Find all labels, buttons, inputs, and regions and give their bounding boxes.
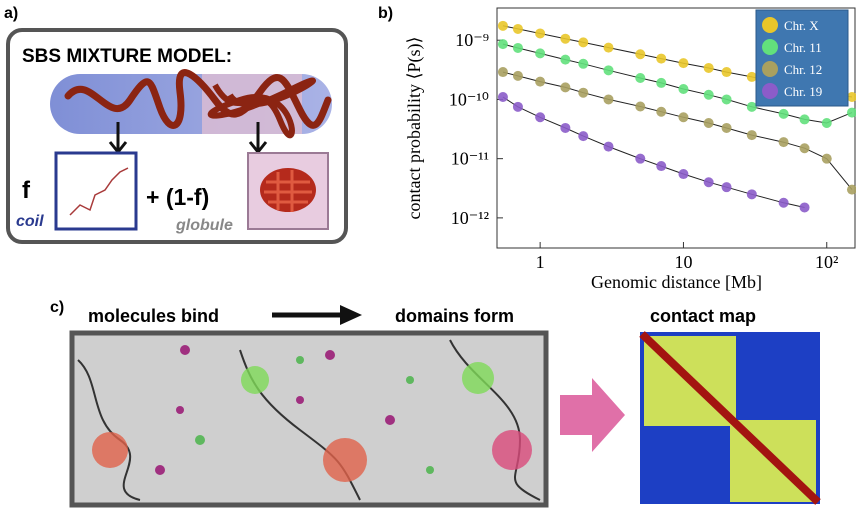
data-point xyxy=(747,102,757,112)
data-point xyxy=(560,82,570,92)
data-point xyxy=(635,101,645,111)
data-point xyxy=(635,73,645,83)
data-point xyxy=(498,21,508,31)
data-point xyxy=(604,65,614,75)
data-point xyxy=(535,28,545,38)
data-point xyxy=(704,90,714,100)
data-point xyxy=(535,77,545,87)
step-label: molecules bind xyxy=(88,306,219,326)
data-point xyxy=(560,123,570,133)
data-point xyxy=(800,143,810,153)
globule xyxy=(260,168,316,212)
data-point xyxy=(578,37,588,47)
data-point xyxy=(498,92,508,102)
y-tick-label: 10⁻¹¹ xyxy=(451,149,489,169)
globule-label: globule xyxy=(175,217,233,234)
data-point xyxy=(656,107,666,117)
data-point xyxy=(513,43,523,53)
y-tick-label: 10⁻¹² xyxy=(451,208,489,228)
y-axis-label: contact probability ⟨P(s)⟩ xyxy=(404,36,425,219)
data-point xyxy=(779,109,789,119)
data-point xyxy=(604,142,614,152)
data-point xyxy=(678,58,688,68)
data-point xyxy=(604,94,614,104)
data-point xyxy=(498,39,508,49)
simulation-box xyxy=(72,333,546,505)
mixture-label: + (1-f) xyxy=(146,184,209,210)
data-point xyxy=(535,48,545,58)
data-point xyxy=(722,123,732,133)
data-point xyxy=(678,84,688,94)
f-label: f xyxy=(22,177,31,204)
legend-label: Chr. 11 xyxy=(784,40,822,55)
data-point xyxy=(800,114,810,124)
legend-label: Chr. X xyxy=(784,18,819,33)
data-point xyxy=(704,177,714,187)
arrow-head xyxy=(340,305,362,325)
legend-label: Chr. 12 xyxy=(784,62,822,77)
legend-marker xyxy=(762,17,778,33)
legend-marker xyxy=(762,83,778,99)
panel-label: a) xyxy=(4,5,18,22)
data-point xyxy=(656,78,666,88)
chart: b) 10⁻¹² 10⁻¹¹ 10⁻¹⁰ 10⁻⁹ 1 10 10² Genomic dista… xyxy=(378,5,856,292)
data-point xyxy=(779,137,789,147)
data-point xyxy=(747,130,757,140)
data-point xyxy=(498,67,508,77)
legend-marker xyxy=(762,61,778,77)
panel-label: c) xyxy=(50,299,64,316)
data-point xyxy=(704,63,714,73)
data-point xyxy=(560,34,570,44)
data-point xyxy=(535,112,545,122)
y-tick-label: 10⁻¹⁰ xyxy=(449,89,489,109)
data-point xyxy=(722,182,732,192)
data-point xyxy=(800,202,810,212)
data-point xyxy=(678,112,688,122)
figure: a) SBS MIXTURE MODEL: f coil + (1-f) glo… xyxy=(0,0,856,512)
coil-box xyxy=(56,153,136,229)
data-point xyxy=(822,154,832,164)
data-point xyxy=(822,118,832,128)
data-point xyxy=(678,169,688,179)
data-point xyxy=(656,161,666,171)
data-point xyxy=(722,67,732,77)
data-point xyxy=(779,198,789,208)
map-title: contact map xyxy=(650,306,756,326)
data-point xyxy=(722,94,732,104)
data-point xyxy=(604,43,614,53)
data-point xyxy=(747,72,757,82)
data-point xyxy=(635,49,645,59)
data-point xyxy=(578,131,588,141)
coil-label: coil xyxy=(16,213,44,230)
x-axis-label: Genomic distance [Mb] xyxy=(591,272,762,292)
x-tick-label: 10 xyxy=(674,252,692,272)
y-tick-label: 10⁻⁹ xyxy=(455,30,489,50)
panel-label: b) xyxy=(378,5,393,22)
data-point xyxy=(704,118,714,128)
x-tick-label: 1 xyxy=(536,252,545,272)
data-point xyxy=(513,71,523,81)
data-point xyxy=(560,55,570,65)
data-point xyxy=(656,54,666,64)
data-point xyxy=(513,24,523,34)
data-point xyxy=(747,189,757,199)
model-title: SBS MIXTURE MODEL: xyxy=(22,46,232,67)
map-arrow xyxy=(560,378,625,452)
x-tick-label: 10² xyxy=(815,252,838,272)
step-label: domains form xyxy=(395,306,514,326)
data-point xyxy=(513,102,523,112)
data-point xyxy=(578,59,588,69)
legend-marker xyxy=(762,39,778,55)
data-point xyxy=(635,154,645,164)
legend-label: Chr. 19 xyxy=(784,84,822,99)
data-point xyxy=(578,88,588,98)
